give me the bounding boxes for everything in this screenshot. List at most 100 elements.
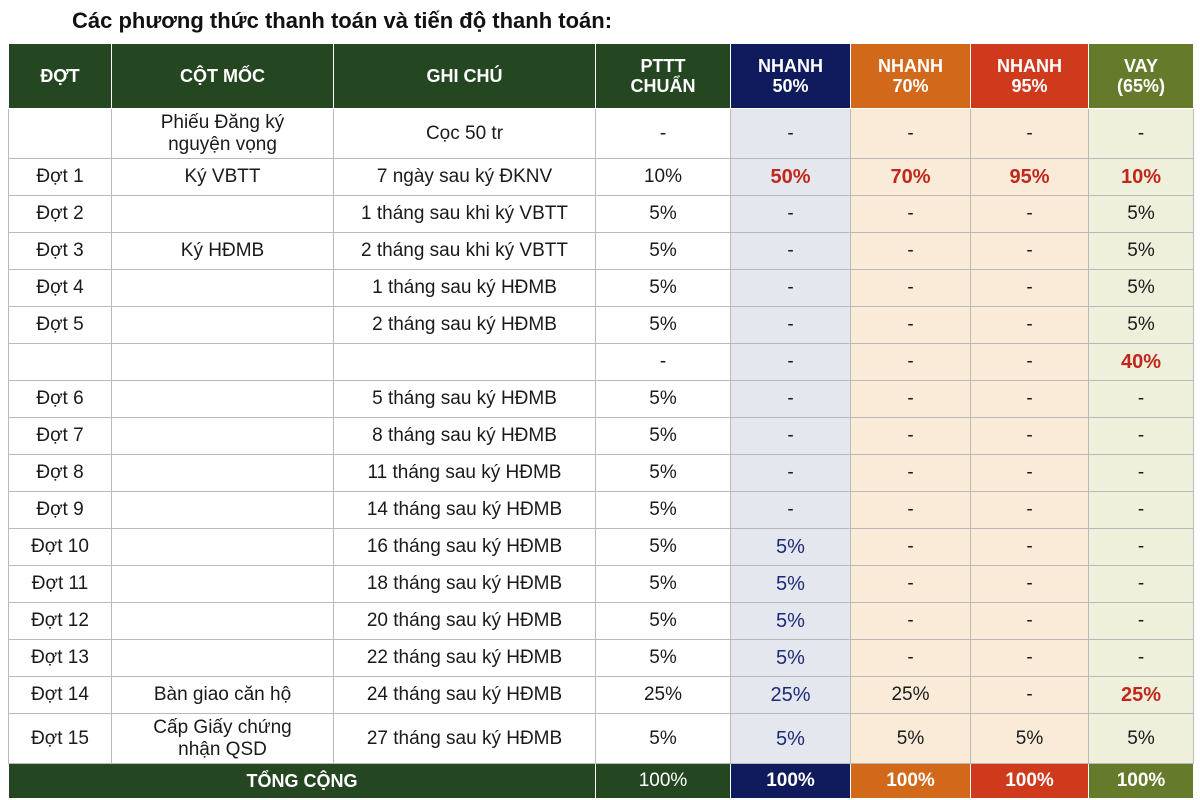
cell-nhanh-50: - [730,343,851,381]
cell-nhanh-50: 50% [730,158,851,196]
cell-nhanh-50: 5% [730,713,851,764]
cell-ghi-chu: 16 tháng sau ký HĐMB [333,528,596,566]
cell-cot-moc [111,491,334,529]
totals-label: TỔNG CỘNG [8,763,596,799]
cell-nhanh-95: - [970,676,1089,714]
header-nhanh-70: NHANH 70% [850,43,971,109]
totals-row: TỔNG CỘNG 100% 100% 100% 100% 100% [8,763,1194,799]
cell-cot-moc [111,417,334,455]
cell-pttt: 5% [595,713,731,764]
header-pttt-chuan: PTTT CHUẨN [595,43,731,109]
cell-ghi-chu: 18 tháng sau ký HĐMB [333,565,596,603]
cell-cot-moc: Ký VBTT [111,158,334,196]
table-row: Đợt 12 20 tháng sau ký HĐMB 5% 5% - - - [8,602,1194,640]
cell-ghi-chu: 14 tháng sau ký HĐMB [333,491,596,529]
cell-vay: - [1088,639,1194,677]
cell-dot [8,343,112,381]
cell-line: nhận QSD [178,738,267,760]
cell-nhanh-70: - [850,528,971,566]
header-cot-moc: CỘT MỐC [111,43,334,109]
cell-nhanh-70: - [850,454,971,492]
cell-vay: 5% [1088,269,1194,307]
header-vay: VAY (65%) [1088,43,1194,109]
table-row: Đợt 3 Ký HĐMB 2 tháng sau khi ký VBTT 5% - - -… [8,232,1194,270]
cell-cot-moc [111,306,334,344]
cell-nhanh-95: - [970,380,1089,418]
header-line: CHUẨN [630,76,696,96]
cell-nhanh-70: - [850,565,971,603]
total-nhanh-70: 100% [850,763,971,799]
cell-pttt: 5% [595,639,731,677]
cell-nhanh-95: - [970,491,1089,529]
cell-dot: Đợt 7 [8,417,112,455]
cell-pttt: 5% [595,491,731,529]
cell-ghi-chu: 11 tháng sau ký HĐMB [333,454,596,492]
cell-nhanh-70: 25% [850,676,971,714]
cell-nhanh-70: - [850,108,971,159]
cell-line: nguyện vọng [168,133,277,155]
header-line: NHANH [878,56,943,76]
cell-vay: 5% [1088,306,1194,344]
cell-pttt: 5% [595,454,731,492]
cell-nhanh-50: 25% [730,676,851,714]
total-pttt: 100% [595,763,731,799]
cell-dot: Đợt 6 [8,380,112,418]
cell-nhanh-95: - [970,232,1089,270]
cell-line: Cấp Giấy chứng [153,716,292,738]
cell-vay: 5% [1088,713,1194,764]
cell-nhanh-95: - [970,602,1089,640]
header-line: PTTT [640,56,686,76]
cell-cot-moc [111,639,334,677]
payment-schedule-table: ĐỢT CỘT MỐC GHI CHÚ PTTT CHUẨN NHANH 50%… [8,43,1194,799]
header-nhanh-50: NHANH 50% [730,43,851,109]
cell-dot: Đợt 10 [8,528,112,566]
cell-pttt: 25% [595,676,731,714]
cell-ghi-chu: 1 tháng sau khi ký VBTT [333,195,596,233]
cell-dot: Đợt 12 [8,602,112,640]
total-nhanh-95: 100% [970,763,1089,799]
cell-nhanh-70: - [850,232,971,270]
cell-dot: Đợt 3 [8,232,112,270]
cell-dot: Đợt 15 [8,713,112,764]
cell-nhanh-70: - [850,602,971,640]
cell-nhanh-70: - [850,639,971,677]
cell-pttt: 10% [595,158,731,196]
cell-nhanh-70: 70% [850,158,971,196]
header-dot: ĐỢT [8,43,112,109]
cell-nhanh-95: - [970,454,1089,492]
table-row: Đợt 9 14 tháng sau ký HĐMB 5% - - - - [8,491,1194,529]
total-vay: 100% [1088,763,1194,799]
cell-nhanh-70: 5% [850,713,971,764]
header-line: 95% [1011,76,1048,96]
cell-pttt: - [595,108,731,159]
header-row: ĐỢT CỘT MỐC GHI CHÚ PTTT CHUẨN NHANH 50%… [8,43,1194,109]
cell-dot: Đợt 11 [8,565,112,603]
cell-nhanh-95: - [970,108,1089,159]
table-row: - - - -40% [8,343,1194,381]
cell-cot-moc [111,195,334,233]
cell-vay: - [1088,417,1194,455]
cell-pttt: 5% [595,269,731,307]
cell-nhanh-50: 5% [730,639,851,677]
cell-pttt: 5% [595,306,731,344]
cell-pttt: 5% [595,528,731,566]
header-ghi-chu: GHI CHÚ [333,43,596,109]
cell-nhanh-50: - [730,417,851,455]
cell-nhanh-95: 5% [970,713,1089,764]
cell-dot: Đợt 9 [8,491,112,529]
cell-nhanh-50: - [730,454,851,492]
table-row: Đợt 14 Bàn giao căn hộ 24 tháng sau ký HĐM… [8,676,1194,714]
cell-ghi-chu: 8 tháng sau ký HĐMB [333,417,596,455]
cell-dot: Đợt 13 [8,639,112,677]
cell-cot-moc [111,602,334,640]
cell-nhanh-70: - [850,491,971,529]
cell-dot: Đợt 5 [8,306,112,344]
cell-pttt: 5% [595,380,731,418]
cell-pttt: 5% [595,232,731,270]
cell-dot: Đợt 8 [8,454,112,492]
cell-dot: Đợt 14 [8,676,112,714]
cell-cot-moc [111,343,334,381]
